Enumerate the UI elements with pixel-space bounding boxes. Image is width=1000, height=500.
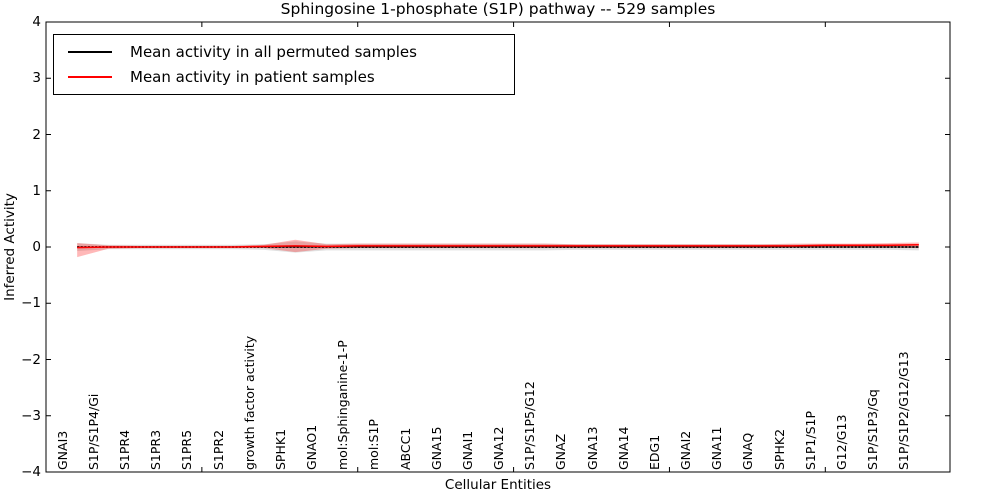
permuted-line-swatch	[68, 50, 112, 53]
y-tick-label: 1	[32, 182, 41, 199]
y-tick-label: 2	[32, 126, 41, 143]
x-tick-label: GNAI1	[459, 430, 475, 470]
x-tick-label: SPHK1	[272, 428, 288, 470]
legend-item-patient: Mean activity in patient samples	[62, 65, 506, 91]
y-tick-label: 3	[32, 70, 41, 87]
x-tick-label: S1PR4	[117, 429, 133, 470]
y-tick-label: −4	[21, 464, 41, 480]
x-tick-label: S1P/S1P5/G12	[522, 381, 538, 470]
legend: Mean activity in all permuted samples Me…	[53, 34, 515, 95]
x-tick-label: GNA14	[615, 426, 631, 471]
x-tick-label: GNA15	[428, 426, 444, 471]
x-tick-label: GNA13	[584, 426, 600, 471]
x-tick-label: GNAI3	[54, 430, 70, 470]
y-tick-label: −2	[21, 351, 41, 368]
x-tick-label: growth factor activity	[241, 335, 257, 470]
x-tick-label: ABCC1	[397, 427, 413, 470]
patient-mean-line	[77, 243, 919, 249]
patient-samples-range-band	[77, 239, 919, 258]
x-tick-label: S1P/S1P4/Gi	[85, 393, 101, 470]
x-tick-label: GNAO1	[304, 424, 320, 470]
x-tick-label: S1PR3	[148, 429, 164, 470]
x-tick-label: S1P1/S1P	[802, 410, 818, 470]
x-tick-label: S1PR5	[179, 429, 195, 470]
chart-title: Sphingosine 1-phosphate (S1P) pathway --…	[280, 0, 716, 18]
y-tick-label: −1	[21, 295, 41, 312]
legend-label-permuted: Mean activity in all permuted samples	[130, 42, 417, 61]
legend-item-permuted: Mean activity in all permuted samples	[62, 39, 506, 65]
legend-label-patient: Mean activity in patient samples	[130, 68, 375, 87]
patient-line-swatch	[68, 76, 112, 79]
x-tick-label: GNAQ	[740, 432, 756, 470]
x-tick-label: SPHK2	[771, 428, 787, 470]
x-tick-label: mol:S1P	[366, 419, 382, 470]
x-tick-label: EDG1	[646, 434, 662, 470]
x-tick-label: GNAZ	[553, 433, 569, 470]
x-tick-label: S1P/S1P2/G12/G13	[896, 351, 912, 470]
x-axis-label: Cellular Entities	[444, 477, 552, 493]
x-tick-label: GNAI2	[678, 430, 694, 470]
x-tick-label: S1PR2	[210, 429, 226, 470]
y-axis-label: Inferred Activity	[2, 193, 18, 301]
x-tick-label: mol:Sphinganine-1-P	[335, 340, 351, 470]
y-tick-label: 0	[32, 239, 41, 255]
x-tick-label: GNA11	[709, 426, 725, 471]
y-tick-label: 4	[32, 14, 41, 30]
x-tick-label: GNA12	[491, 426, 507, 471]
x-tick-label: S1P/S1P3/Gq	[865, 389, 881, 470]
y-tick-label: −3	[21, 407, 41, 424]
x-tick-label: G12/G13	[833, 414, 849, 470]
